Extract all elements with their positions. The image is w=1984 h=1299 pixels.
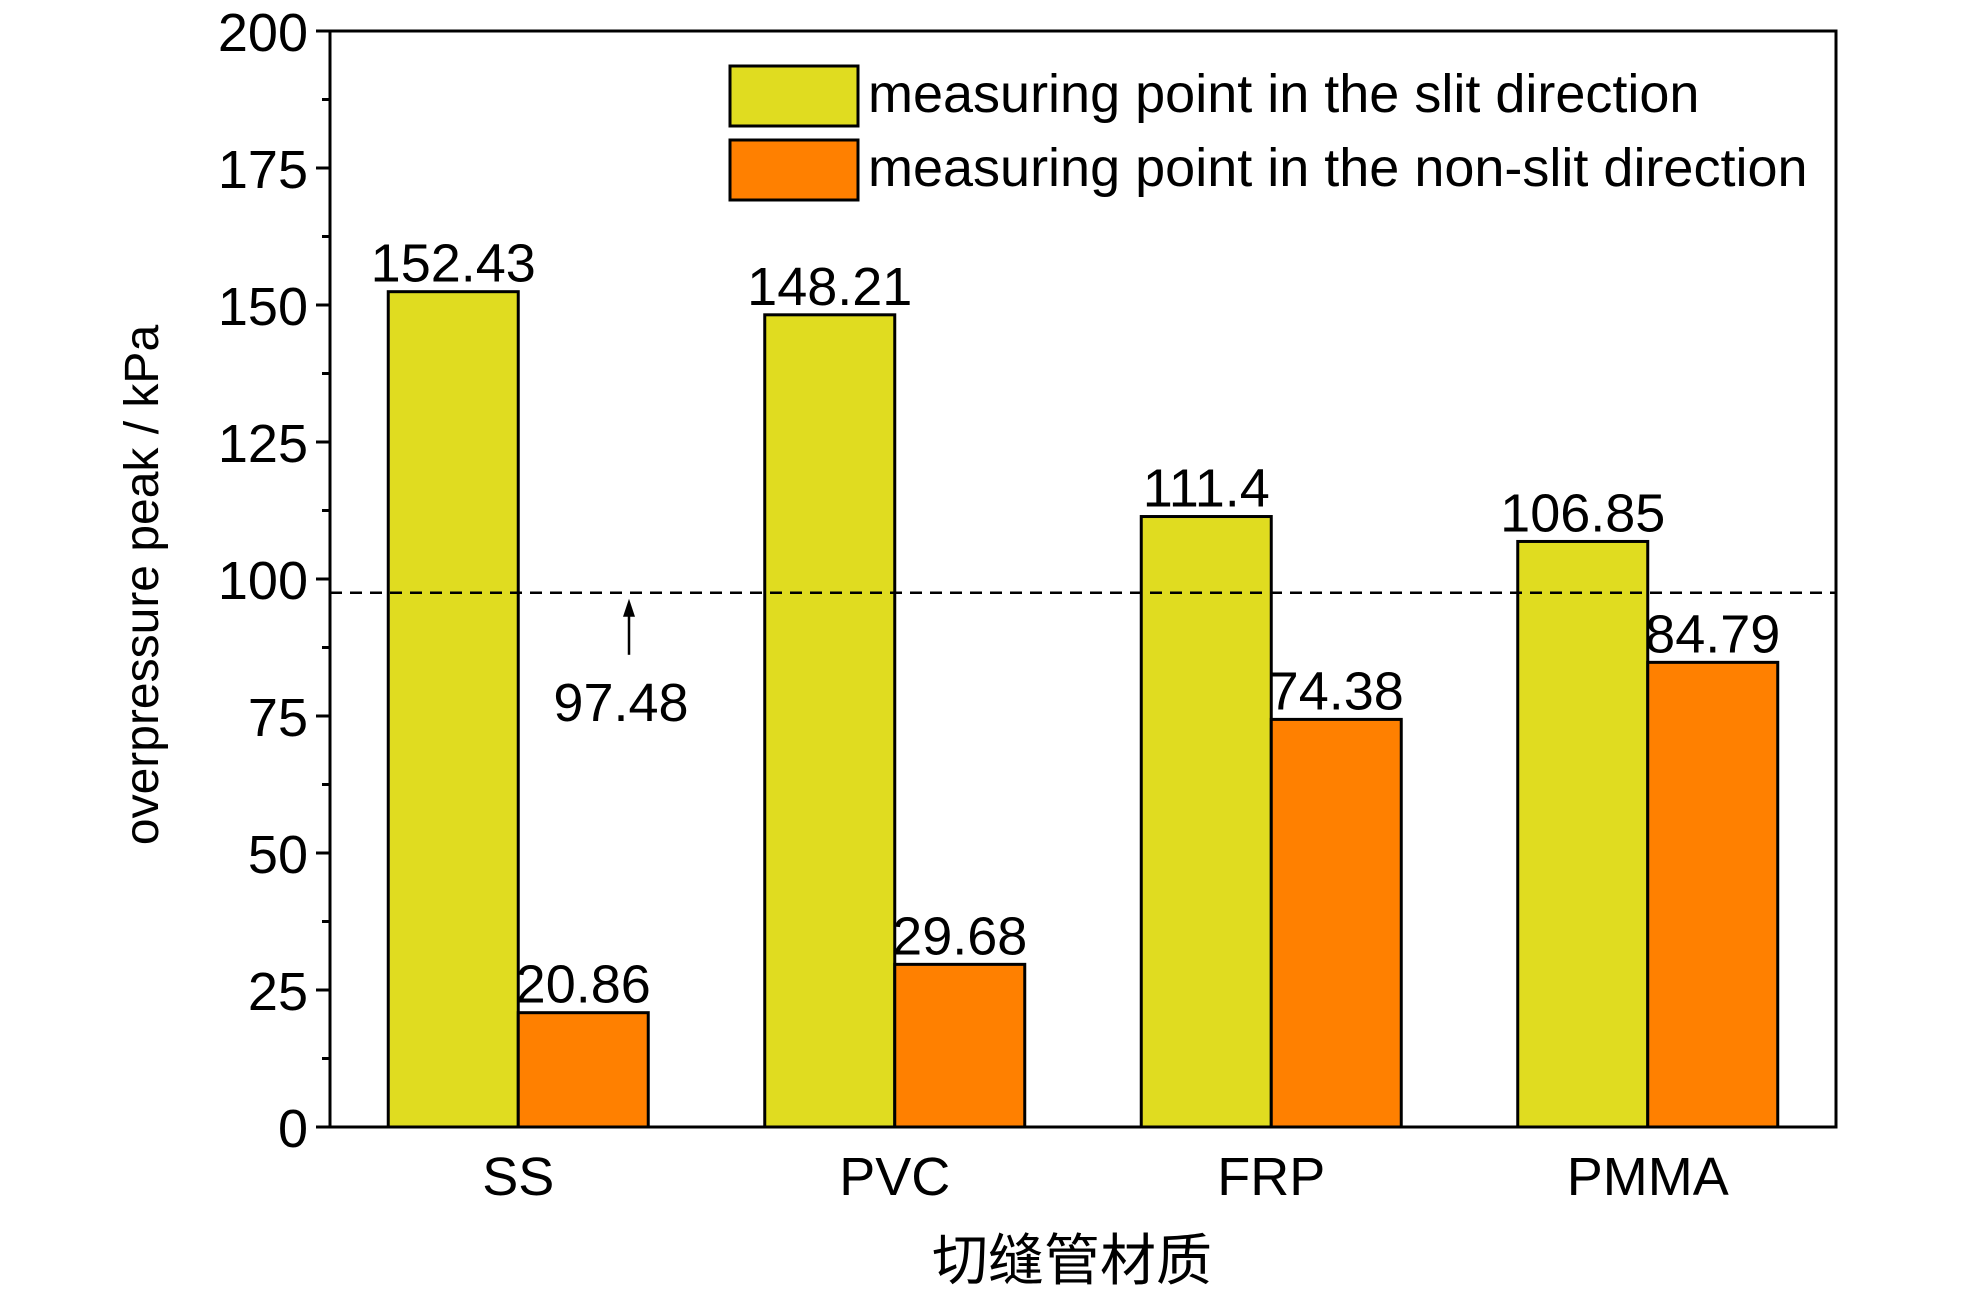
bar xyxy=(386,290,520,1129)
plot-area: 0 25 50 75 100 125 150 175 200 152.43 20.86 SS 148.2… xyxy=(218,3,1838,1207)
data-label: 20.86 xyxy=(516,955,651,1015)
reference-arrowhead xyxy=(623,598,635,617)
x-tick-label: SS xyxy=(482,1147,554,1207)
x-tick-label: PVC xyxy=(839,1147,950,1207)
y-tick-label: 175 xyxy=(218,140,308,200)
y-tick-label: 75 xyxy=(248,688,308,748)
x-tick-label: PMMA xyxy=(1567,1147,1729,1207)
legend-label: measuring point in the non-slit directio… xyxy=(868,138,1808,198)
y-tick-label: 0 xyxy=(278,1099,308,1159)
y-tick-label: 125 xyxy=(218,414,308,474)
data-label: 106.85 xyxy=(1500,483,1665,543)
y-tick-label: 150 xyxy=(218,277,308,337)
bar xyxy=(763,313,897,1129)
y-tick-label: 50 xyxy=(248,825,308,885)
legend-swatch xyxy=(728,64,860,128)
legend: measuring point in the slit direction mea… xyxy=(728,64,1808,202)
bar xyxy=(516,1011,650,1129)
y-tick-label: 200 xyxy=(218,3,308,63)
bar xyxy=(1516,539,1650,1129)
data-label: 148.21 xyxy=(747,257,912,317)
bar xyxy=(1269,717,1403,1129)
y-tick-label: 25 xyxy=(248,962,308,1022)
data-label: 84.79 xyxy=(1645,604,1780,664)
bar xyxy=(1646,660,1780,1129)
bar xyxy=(1139,515,1273,1129)
y-axis-label: overpressure peak / kPa xyxy=(116,325,169,846)
legend-label: measuring point in the slit direction xyxy=(868,64,1699,124)
data-label: 152.43 xyxy=(371,234,536,294)
y-tick-label: 100 xyxy=(218,551,308,611)
bar xyxy=(893,962,1027,1129)
data-label: 111.4 xyxy=(1143,459,1270,519)
x-axis-label: 切缝管材质 xyxy=(932,1229,1212,1294)
x-tick-label: FRP xyxy=(1217,1147,1325,1207)
data-label: 74.38 xyxy=(1269,661,1404,721)
data-label: 29.68 xyxy=(892,906,1027,966)
legend-swatch xyxy=(728,138,860,202)
reference-label: 97.48 xyxy=(553,673,688,733)
